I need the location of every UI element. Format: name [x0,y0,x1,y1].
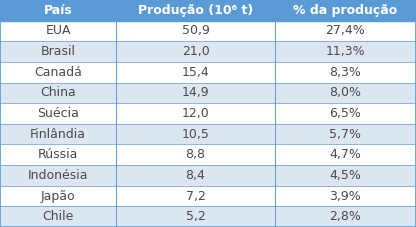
FancyBboxPatch shape [116,62,275,83]
FancyBboxPatch shape [275,21,416,41]
Text: Japão: Japão [41,190,76,202]
Text: 4,5%: 4,5% [329,169,361,182]
Text: 2,8%: 2,8% [329,210,361,223]
Text: 3,9%: 3,9% [329,190,361,202]
FancyBboxPatch shape [275,124,416,144]
FancyBboxPatch shape [0,62,116,83]
Text: 4,7%: 4,7% [329,148,361,161]
FancyBboxPatch shape [0,103,116,124]
FancyBboxPatch shape [275,83,416,103]
FancyBboxPatch shape [275,103,416,124]
Text: 12,0: 12,0 [182,107,209,120]
Text: China: China [40,86,76,99]
FancyBboxPatch shape [116,83,275,103]
FancyBboxPatch shape [0,124,116,144]
FancyBboxPatch shape [275,0,416,21]
FancyBboxPatch shape [116,144,275,165]
FancyBboxPatch shape [116,124,275,144]
Text: 8,8: 8,8 [186,148,206,161]
Text: 11,3%: 11,3% [325,45,365,58]
Text: 10,5: 10,5 [181,128,210,141]
FancyBboxPatch shape [0,83,116,103]
Text: Indonésia: Indonésia [28,169,89,182]
FancyBboxPatch shape [0,186,116,206]
FancyBboxPatch shape [116,165,275,186]
Text: 8,3%: 8,3% [329,66,361,79]
FancyBboxPatch shape [275,41,416,62]
Text: Produção (10⁶ t): Produção (10⁶ t) [138,4,253,17]
FancyBboxPatch shape [0,144,116,165]
FancyBboxPatch shape [0,206,116,227]
Text: Chile: Chile [42,210,74,223]
Text: EUA: EUA [45,25,71,37]
FancyBboxPatch shape [0,41,116,62]
Text: 5,7%: 5,7% [329,128,361,141]
Text: País: País [44,4,73,17]
Text: Canadá: Canadá [34,66,82,79]
Text: % da produção: % da produção [293,4,397,17]
Text: 8,0%: 8,0% [329,86,361,99]
FancyBboxPatch shape [116,0,275,21]
Text: 21,0: 21,0 [182,45,209,58]
Text: 6,5%: 6,5% [329,107,361,120]
Text: 7,2: 7,2 [186,190,206,202]
Text: Brasil: Brasil [41,45,76,58]
FancyBboxPatch shape [275,206,416,227]
Text: Rússia: Rússia [38,148,79,161]
FancyBboxPatch shape [116,21,275,41]
Text: 8,4: 8,4 [186,169,206,182]
Text: 14,9: 14,9 [182,86,209,99]
Text: Suécia: Suécia [37,107,79,120]
Text: Finlândia: Finlândia [30,128,86,141]
FancyBboxPatch shape [0,165,116,186]
Text: 50,9: 50,9 [181,25,210,37]
FancyBboxPatch shape [116,206,275,227]
Text: 27,4%: 27,4% [325,25,365,37]
Text: 15,4: 15,4 [182,66,209,79]
FancyBboxPatch shape [116,41,275,62]
FancyBboxPatch shape [0,21,116,41]
FancyBboxPatch shape [275,165,416,186]
FancyBboxPatch shape [275,62,416,83]
FancyBboxPatch shape [116,186,275,206]
Text: 5,2: 5,2 [186,210,206,223]
FancyBboxPatch shape [275,186,416,206]
FancyBboxPatch shape [275,144,416,165]
FancyBboxPatch shape [116,103,275,124]
FancyBboxPatch shape [0,0,116,21]
